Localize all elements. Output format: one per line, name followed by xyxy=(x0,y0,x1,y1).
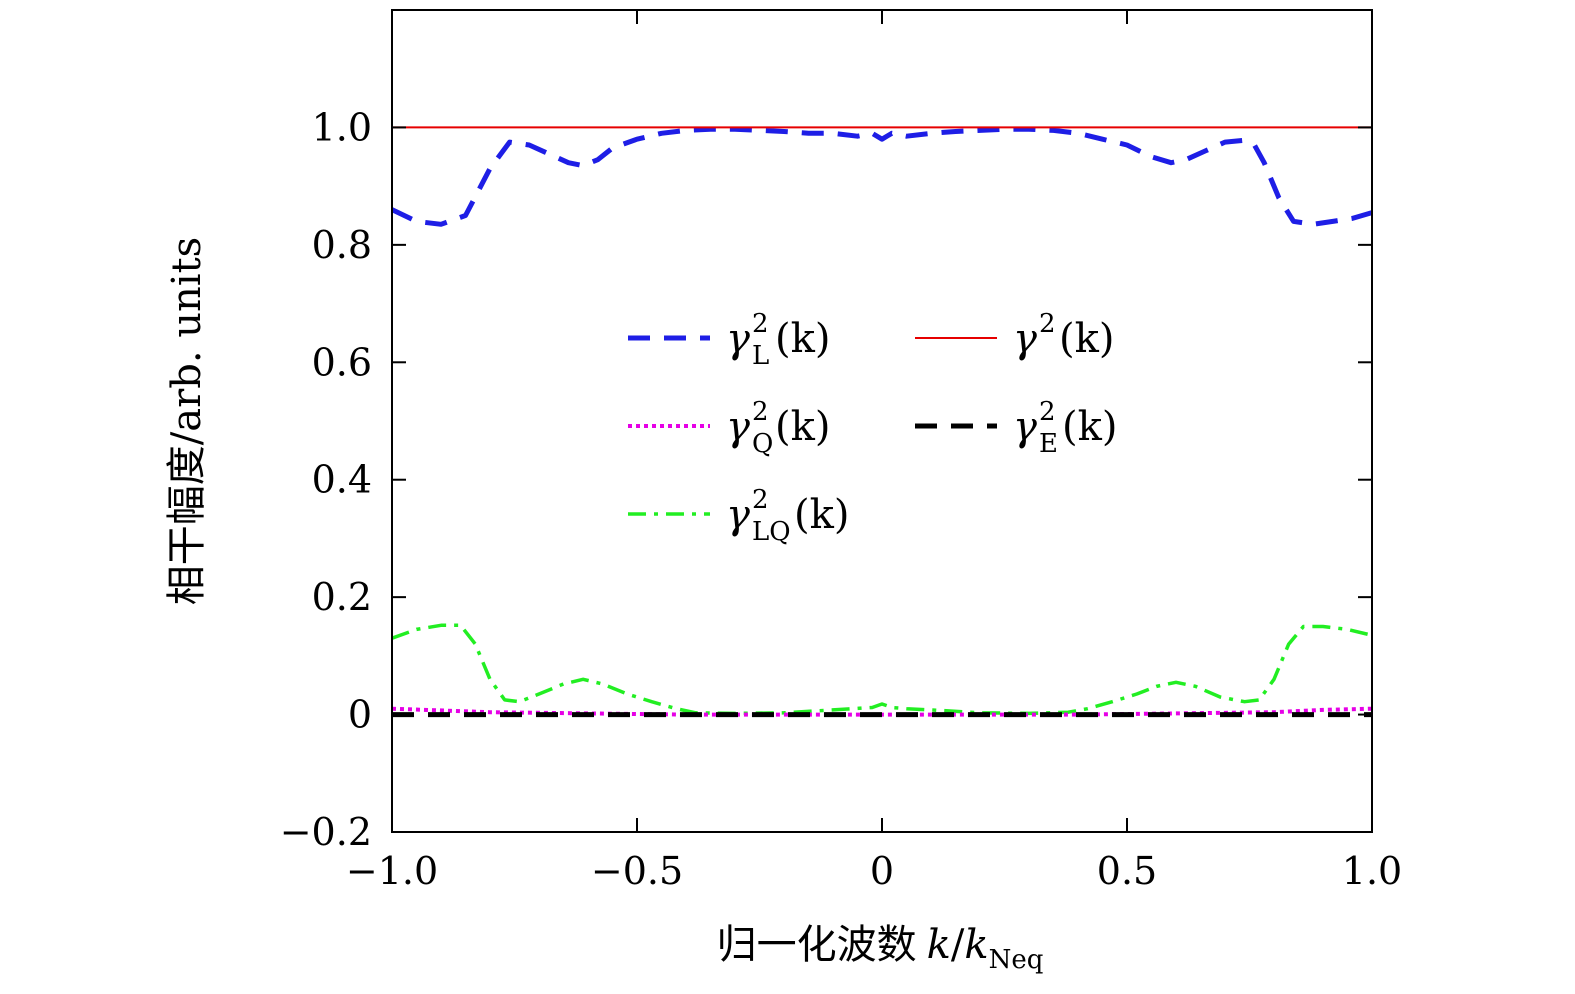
legend-entry-gLQ: γ 2LQ (k) xyxy=(628,485,849,547)
plot-frame xyxy=(391,9,1373,833)
y-tick-label: 0.8 xyxy=(312,223,372,267)
x-tick-label: 1.0 xyxy=(1342,849,1402,893)
series-layer xyxy=(390,126,1373,718)
legend-entry-gE: γ 2E (k) xyxy=(915,397,1117,459)
labels-layer: −1.0 −0.5 0 0.5 1.0 −0.2 0 0.2 0.4 0.6 0.8 1.0 xyxy=(280,105,1403,893)
x-tick-label: −0.5 xyxy=(591,849,683,893)
y-tick-label: 0 xyxy=(348,693,372,737)
legend: γ 2L (k) γ 2 (k)γ 2Q (k) γ 2E (k)γ 2LQ (k) xyxy=(628,309,1117,547)
legend-label-sup: 2 xyxy=(752,397,769,427)
x-axis-label-var2: k xyxy=(964,922,988,968)
x-tick-label: 0 xyxy=(870,849,894,893)
series-line-gLQ xyxy=(391,623,1373,716)
y-tick-label: 0.6 xyxy=(312,340,372,384)
legend-label-arg: (k) xyxy=(794,492,849,538)
legend-label-sub: Q xyxy=(752,429,773,459)
legend-label-arg: (k) xyxy=(775,316,830,362)
x-axis-label-slash: / xyxy=(951,922,965,968)
legend-label-sup: 2 xyxy=(752,485,769,515)
x-axis-label-sub: Neq xyxy=(989,945,1044,975)
legend-label-base: γ xyxy=(1013,316,1037,362)
legend-label-sup: 2 xyxy=(752,309,769,339)
legend-label-sub: L xyxy=(752,341,769,371)
legend-entry-gQ: γ 2Q (k) xyxy=(628,397,830,459)
y-tick-label: 0.2 xyxy=(312,575,372,619)
legend-label-base: γ xyxy=(726,404,750,450)
legend-label-base: γ xyxy=(1013,404,1037,450)
y-axis-label: 相干幅度/arb. units xyxy=(164,237,210,605)
legend-label-sub: LQ xyxy=(752,517,791,547)
legend-label-sup: 2 xyxy=(1039,397,1056,427)
series-line-gL xyxy=(390,126,1373,227)
legend-label-sup: 2 xyxy=(1039,309,1056,339)
x-tick-label: −1.0 xyxy=(346,849,438,893)
legend-entry-g: γ 2 (k) xyxy=(915,309,1114,362)
ticks-layer xyxy=(391,10,1373,833)
y-tick-label: −0.2 xyxy=(280,810,372,854)
legend-label-arg: (k) xyxy=(1062,404,1117,450)
legend-label-arg: (k) xyxy=(775,404,830,450)
legend-entry-gL: γ 2L (k) xyxy=(628,309,830,371)
legend-label-base: γ xyxy=(726,492,750,538)
legend-label-arg: (k) xyxy=(1059,316,1114,362)
y-tick-label: 1.0 xyxy=(312,105,372,149)
legend-label-sub: E xyxy=(1039,429,1058,459)
x-tick-label: 0.5 xyxy=(1097,849,1157,893)
x-axis-label-text: 归一化波数 xyxy=(717,922,917,968)
y-tick-label: 0.4 xyxy=(312,458,372,502)
x-axis-label: 归一化波数 k/kNeq xyxy=(717,922,1044,975)
legend-label-base: γ xyxy=(726,316,750,362)
x-axis-label-var: k xyxy=(927,922,951,968)
series-line-gQ xyxy=(391,706,1373,717)
